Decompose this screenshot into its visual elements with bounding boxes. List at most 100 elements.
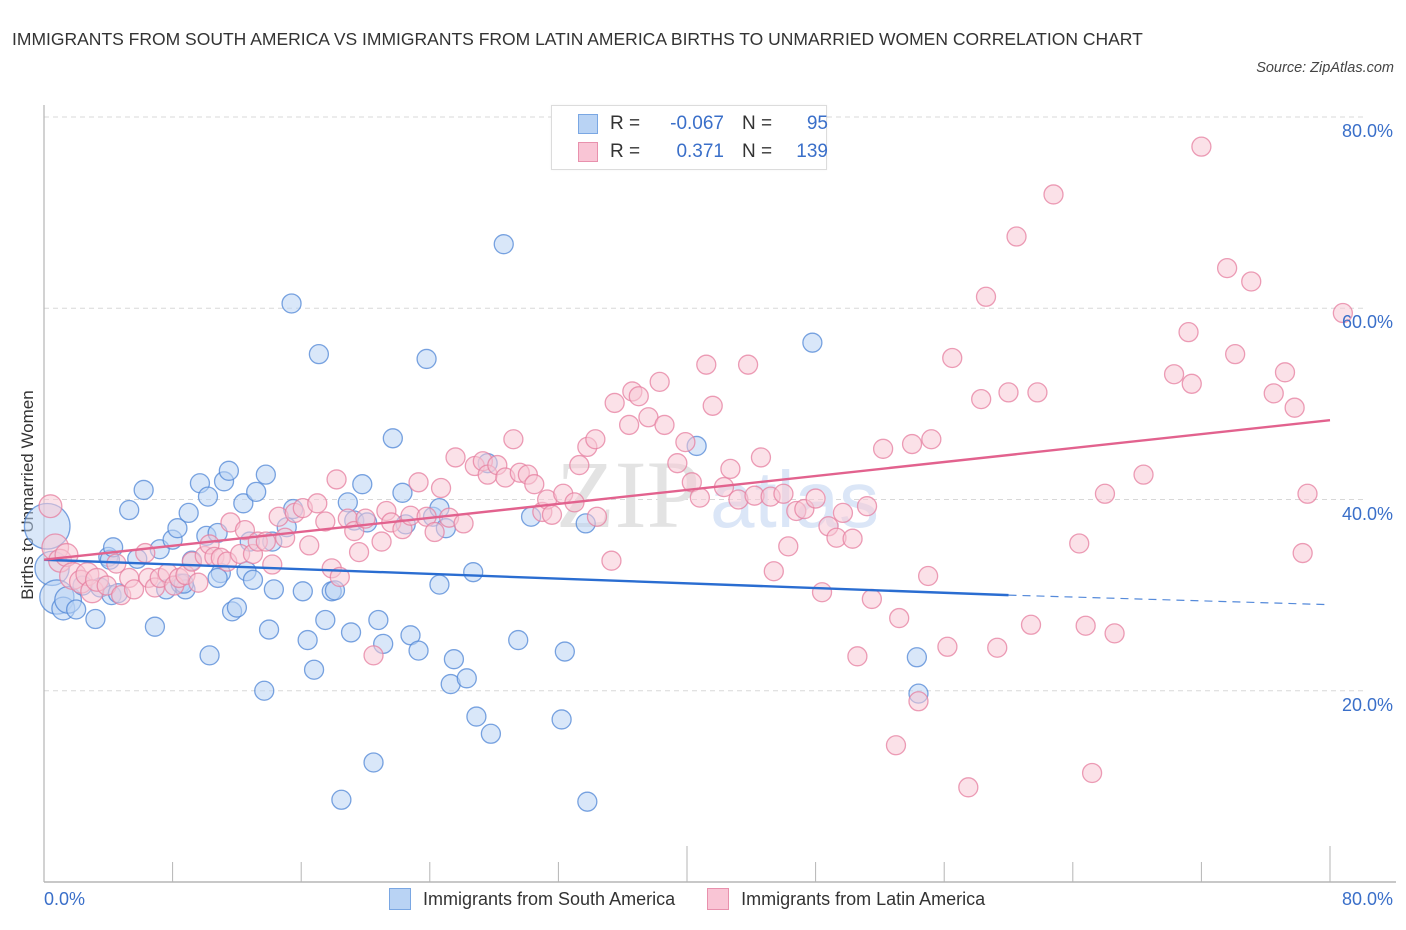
latin-america-point-115	[861, 588, 883, 610]
latin-america-point-92	[689, 487, 711, 508]
latin-america-point-44	[326, 469, 347, 490]
south-america-legend-swatch-icon	[389, 888, 411, 910]
latin-america-point-120	[908, 691, 929, 712]
latin-america-point-13	[123, 579, 145, 600]
south-america-point-56	[340, 622, 362, 643]
south-america-point-68	[416, 348, 437, 370]
south-america-point-39	[242, 569, 264, 590]
latin-america-point-150	[1292, 542, 1313, 564]
latin-america-point-126	[971, 388, 992, 410]
legend-row-latin-america: R = 0.371 N = 139	[578, 139, 828, 165]
latin-america-point-50	[363, 645, 384, 666]
south-america-point-71	[429, 574, 450, 595]
latin-america-point-79	[585, 429, 606, 450]
south-america-point-33	[218, 460, 240, 481]
south-america-point-76	[463, 562, 484, 583]
latin-america-point-31	[234, 519, 256, 541]
latin-america-point-113	[847, 646, 868, 667]
latin-america-point-74	[541, 504, 563, 525]
south-america-point-89	[906, 647, 928, 668]
south-america-point-17	[144, 616, 166, 637]
latin-america-point-96	[720, 458, 741, 480]
latin-america-point-56	[408, 472, 429, 493]
south-america-point-40	[255, 464, 276, 485]
latin-america-point-45	[329, 566, 350, 588]
south-america-point-35	[226, 597, 248, 618]
n-value: 95	[806, 113, 828, 134]
south-america-point-93	[207, 567, 228, 589]
series-legend: Immigrants from South America Immigrants…	[389, 888, 1017, 910]
r-value: -0.067	[670, 113, 724, 134]
latin-america-point-148	[1274, 362, 1296, 383]
latin-america-point-108	[811, 582, 833, 603]
south-america-point-94	[246, 481, 267, 503]
latin-america-point-146	[1241, 271, 1262, 292]
x-tick-label-80: 80.0%	[1341, 889, 1393, 909]
latin-america-point-62	[453, 513, 474, 534]
latin-america-point-142	[1181, 373, 1202, 394]
latin-america-point-40	[299, 535, 320, 556]
latin-america-point-58	[424, 521, 445, 543]
south-america-point-42	[263, 579, 285, 600]
latin-america-point-94	[702, 395, 723, 416]
latin-america-point-80	[586, 506, 608, 527]
latin-america-point-124	[942, 347, 963, 369]
latin-america-point-85	[628, 386, 649, 407]
legend-row-south-america: R = -0.067 N = 95	[578, 111, 828, 137]
trend-line-latin-america	[43, 418, 1331, 561]
south-america-point-74	[443, 649, 465, 670]
south-america-point-54	[331, 789, 352, 810]
legend-item-south-america[interactable]: Immigrants from South America	[389, 888, 675, 910]
south-america-point-64	[392, 482, 413, 503]
south-america-point-58	[352, 474, 373, 495]
south-america-point-83	[551, 709, 572, 730]
latin-america-point-102	[763, 561, 784, 582]
latin-america-point-136	[1081, 762, 1103, 784]
latin-america-point-71	[524, 474, 545, 495]
latin-america-point-129	[998, 382, 1019, 403]
latin-america-point-104	[778, 536, 799, 557]
legend-item-latin-america[interactable]: Immigrants from Latin America	[707, 888, 985, 910]
latin-america-point-118	[889, 607, 910, 629]
latin-america-point-144	[1216, 257, 1238, 279]
axes	[43, 105, 1396, 883]
trend-lines	[43, 418, 1331, 606]
latin-america-point-87	[649, 371, 670, 393]
latin-america-point-14	[135, 542, 156, 564]
latin-america-point-48	[348, 541, 370, 563]
latin-america-point-103	[773, 483, 794, 504]
south-america-point-75	[456, 668, 477, 689]
latin-america-point-82	[604, 392, 625, 414]
south-america-point-49	[303, 659, 325, 680]
r-value: 0.371	[676, 141, 724, 162]
south-america-point-41	[258, 619, 280, 640]
south-america-point-61	[368, 609, 389, 631]
south-america-point-14	[119, 499, 140, 521]
latin-america-point-149	[1284, 397, 1305, 418]
south-america-point-86	[577, 791, 598, 812]
latin-america-point-89	[667, 453, 688, 474]
latin-america-point-116	[872, 438, 894, 459]
latin-america-point-42	[315, 511, 336, 532]
latin-america-point-98	[737, 354, 759, 375]
latin-america-point-100	[750, 447, 772, 468]
south-america-point-80	[493, 234, 514, 255]
r-label: R =	[610, 113, 641, 134]
latin-america-point-81	[601, 550, 622, 571]
latin-america-point-41	[307, 493, 328, 514]
latin-america-legend-swatch-icon	[707, 888, 730, 910]
south-america-point-28	[197, 486, 219, 507]
latin-america-point-135	[1075, 615, 1096, 636]
latin-america-point-131	[1020, 614, 1042, 635]
latin-america-point-127	[975, 286, 997, 307]
n-label: N =	[742, 141, 773, 162]
latin-america-point-152	[1332, 302, 1354, 324]
latin-america-point-151	[1297, 483, 1318, 504]
latin-america-point-117	[885, 735, 907, 756]
latin-america-point-139	[1133, 464, 1154, 485]
south-america-point-22	[167, 518, 188, 539]
latin-america-point-83	[618, 414, 640, 436]
latin-america-point-107	[805, 488, 826, 509]
south-america-point-16	[133, 479, 154, 501]
